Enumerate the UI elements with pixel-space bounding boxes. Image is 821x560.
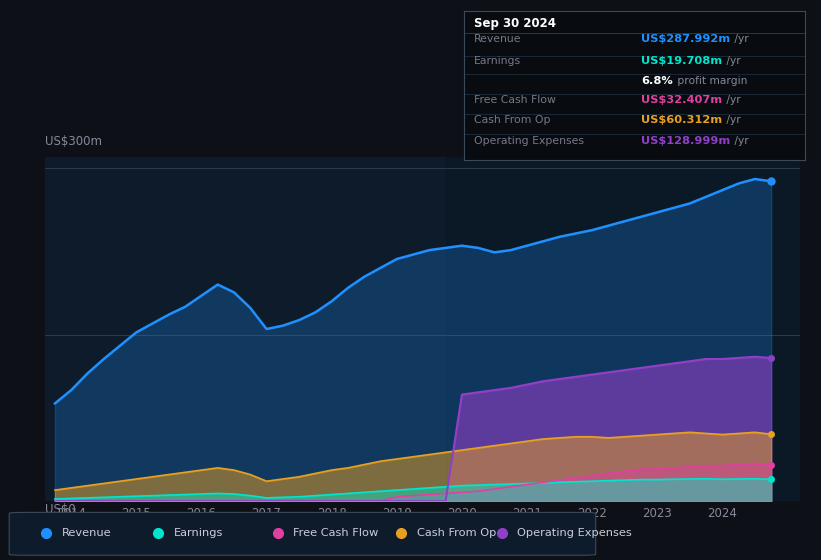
Text: US$32.407m: US$32.407m [641, 95, 722, 105]
Text: US$0: US$0 [45, 503, 76, 516]
Text: Revenue: Revenue [474, 34, 521, 44]
Text: /yr: /yr [722, 57, 741, 67]
Text: 6.8%: 6.8% [641, 76, 672, 86]
Text: /yr: /yr [731, 136, 749, 146]
Text: /yr: /yr [722, 115, 741, 125]
Text: US$128.999m: US$128.999m [641, 136, 731, 146]
Text: Operating Expenses: Operating Expenses [517, 529, 631, 538]
Text: /yr: /yr [731, 34, 749, 44]
Text: US$287.992m: US$287.992m [641, 34, 730, 44]
Text: US$60.312m: US$60.312m [641, 115, 722, 125]
Text: US$19.708m: US$19.708m [641, 57, 722, 67]
Text: Cash From Op: Cash From Op [417, 529, 496, 538]
Text: Cash From Op: Cash From Op [474, 115, 551, 125]
Text: Earnings: Earnings [173, 529, 223, 538]
Text: Earnings: Earnings [474, 57, 521, 67]
Text: Free Cash Flow: Free Cash Flow [474, 95, 556, 105]
Bar [446, 157, 800, 501]
Text: /yr: /yr [722, 95, 741, 105]
Text: Free Cash Flow: Free Cash Flow [293, 529, 378, 538]
Text: Operating Expenses: Operating Expenses [474, 136, 584, 146]
FancyBboxPatch shape [9, 512, 596, 556]
Text: US$300m: US$300m [45, 136, 102, 148]
Text: profit margin: profit margin [674, 76, 747, 86]
Text: Sep 30 2024: Sep 30 2024 [474, 17, 556, 30]
Text: Revenue: Revenue [62, 529, 112, 538]
